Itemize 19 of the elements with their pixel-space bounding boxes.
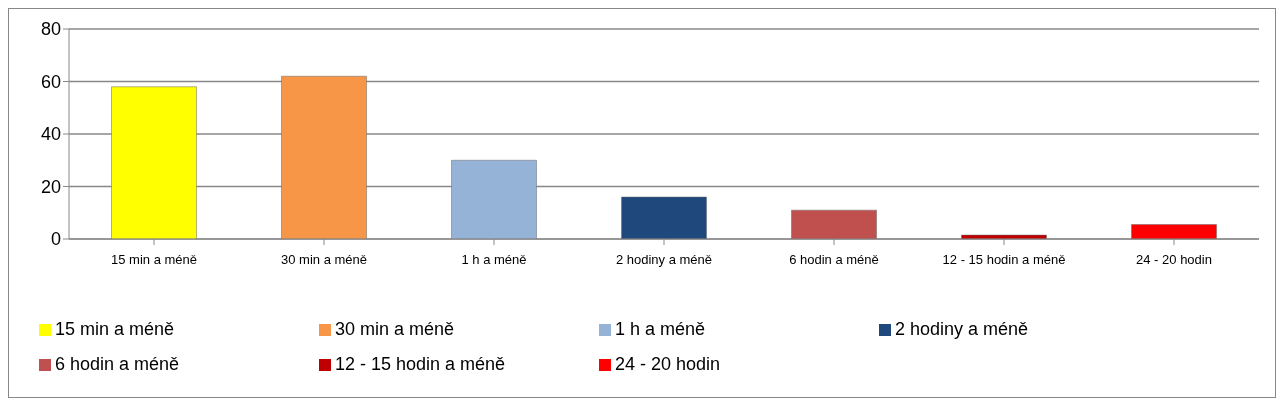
- legend-label: 30 min a méně: [335, 319, 455, 339]
- x-tick-label: 1 h a méně: [461, 252, 527, 268]
- y-tick-label: 20: [40, 176, 61, 197]
- y-tick-label: 0: [50, 229, 61, 250]
- legend-label: 12 - 15 hodin a méně: [335, 354, 506, 374]
- legend-label: 6 hodin a méně: [55, 354, 180, 374]
- y-tick-label: 60: [40, 71, 61, 92]
- x-tick-label: 12 - 15 hodin a méně: [942, 252, 1066, 268]
- x-tick-label: 6 hodin a méně: [789, 252, 879, 268]
- x-tick-label: 24 - 20 hodin: [1136, 252, 1212, 268]
- legend-label: 1 h a méně: [615, 319, 706, 339]
- x-tick-label: 30 min a méně: [281, 252, 367, 268]
- legend-label: 15 min a méně: [55, 319, 175, 339]
- y-tick-label: 40: [40, 124, 61, 145]
- legend-label: 24 - 20 hodin: [615, 354, 721, 374]
- x-tick-label: 15 min a méně: [111, 252, 197, 268]
- legend-label: 2 hodiny a méně: [895, 319, 1029, 339]
- x-tick-label: 2 hodiny a méně: [615, 252, 713, 268]
- y-tick-label: 80: [40, 19, 61, 40]
